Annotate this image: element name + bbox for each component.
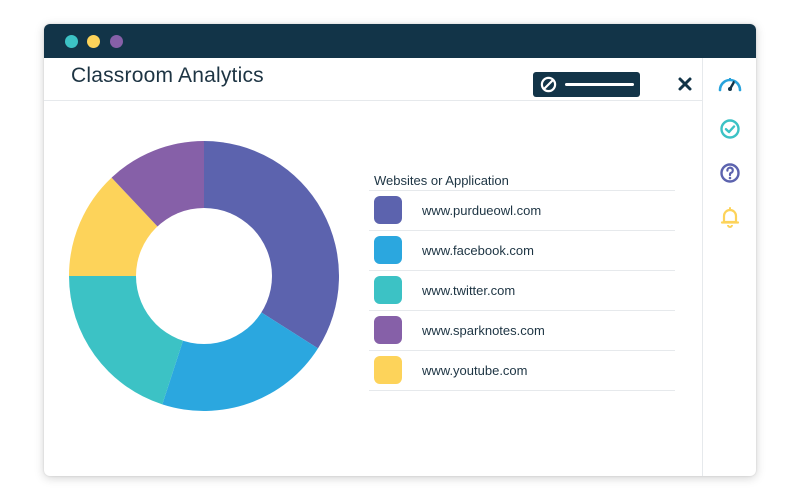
legend-swatch	[374, 196, 402, 224]
bell-icon[interactable]	[717, 204, 743, 230]
legend-header: Websites or Application	[369, 172, 675, 191]
legend-item[interactable]: www.purdueowl.com	[369, 191, 675, 231]
legend-swatch	[374, 316, 402, 344]
page-title: Classroom Analytics	[71, 64, 264, 87]
legend-label: www.purdueowl.com	[422, 203, 542, 218]
legend-swatch	[374, 356, 402, 384]
legend-item[interactable]: www.sparknotes.com	[369, 311, 675, 351]
legend-item[interactable]: www.facebook.com	[369, 231, 675, 271]
toggle-bar	[565, 83, 634, 86]
legend-label: www.twitter.com	[422, 283, 516, 298]
legend-label: www.sparknotes.com	[422, 323, 545, 338]
help-circle-icon[interactable]	[717, 160, 743, 186]
minimize-dot[interactable]	[87, 35, 100, 48]
maximize-dot[interactable]	[110, 35, 123, 48]
block-toggle[interactable]	[533, 72, 640, 97]
check-circle-icon[interactable]	[717, 116, 743, 142]
legend-swatch	[374, 236, 402, 264]
close-icon[interactable]	[675, 74, 695, 94]
donut-chart	[69, 141, 339, 411]
title-bar	[44, 24, 756, 58]
close-dot[interactable]	[65, 35, 78, 48]
header-divider	[44, 100, 702, 101]
legend: Websites or Application www.purdueowl.co…	[369, 172, 675, 391]
legend-item[interactable]: www.twitter.com	[369, 271, 675, 311]
legend-label: www.facebook.com	[422, 243, 534, 258]
block-icon	[540, 76, 557, 93]
gauge-icon[interactable]	[717, 72, 743, 98]
sidebar	[702, 58, 756, 476]
legend-item[interactable]: www.youtube.com	[369, 351, 675, 391]
app-window: Classroom Analytics Websites or Applicat…	[44, 24, 756, 476]
donut-hole	[136, 208, 272, 344]
main-panel: Classroom Analytics Websites or Applicat…	[44, 58, 702, 476]
legend-swatch	[374, 276, 402, 304]
legend-label: www.youtube.com	[422, 363, 528, 378]
